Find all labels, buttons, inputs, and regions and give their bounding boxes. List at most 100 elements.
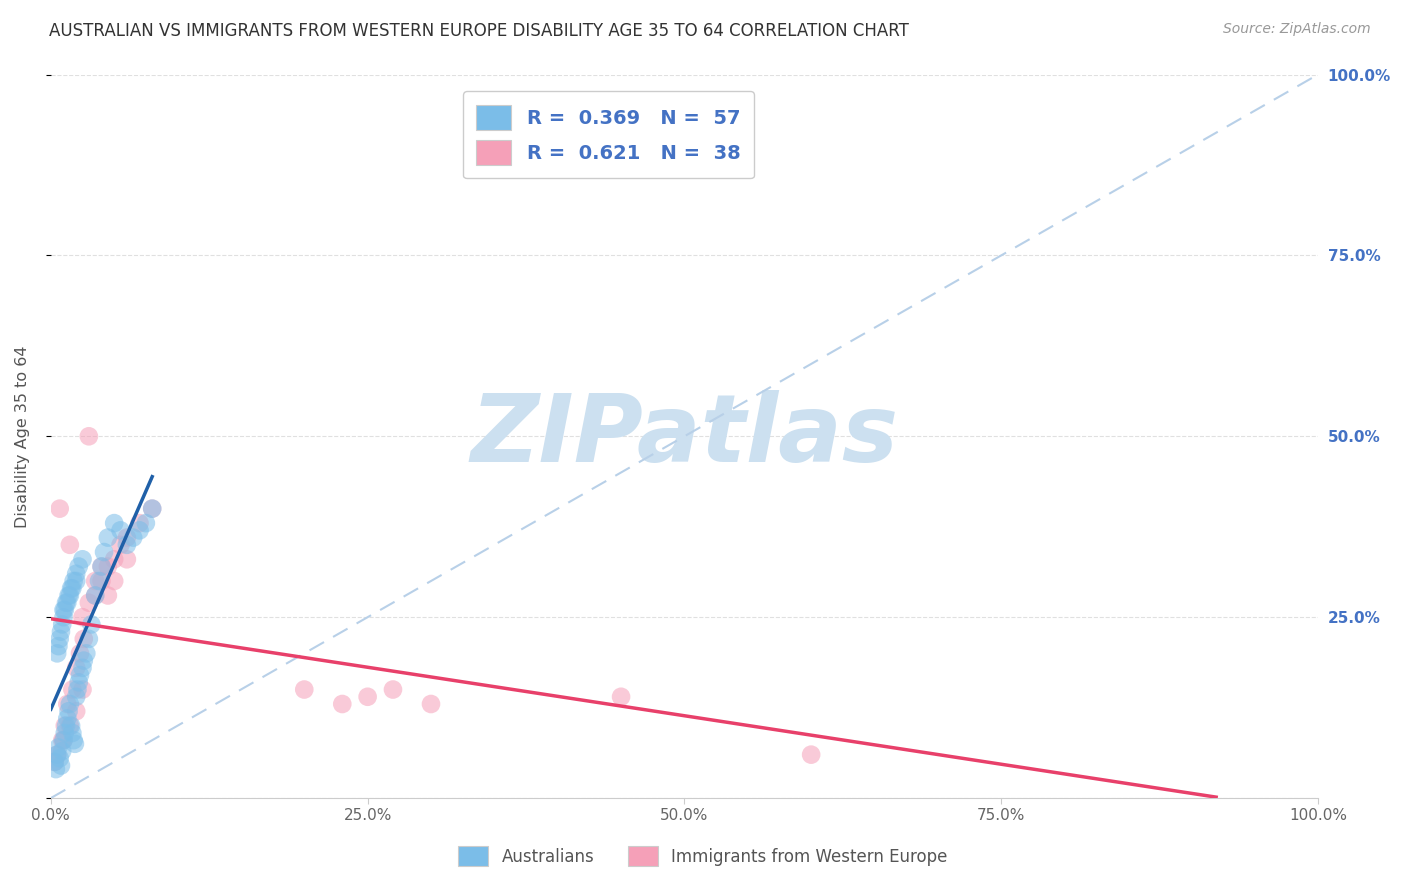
Point <box>48 740 70 755</box>
Point <box>55 596 77 610</box>
Point <box>65 574 87 588</box>
Y-axis label: Disability Age 35 to 64: Disability Age 35 to 64 <box>15 345 30 527</box>
Point <box>65 566 87 581</box>
Point <box>72 661 94 675</box>
Point <box>53 726 76 740</box>
Point <box>65 661 87 675</box>
Point <box>72 682 94 697</box>
Point <box>58 589 80 603</box>
Point <box>53 719 76 733</box>
Point <box>381 682 404 697</box>
Point <box>51 744 73 758</box>
Point <box>67 675 90 690</box>
Point <box>292 682 315 697</box>
Point <box>90 574 112 588</box>
Point <box>141 501 163 516</box>
Point <box>141 501 163 516</box>
Point <box>103 574 125 588</box>
Point <box>97 589 120 603</box>
Point <box>66 682 89 697</box>
Point <box>77 596 100 610</box>
Point <box>72 610 94 624</box>
Point <box>97 531 120 545</box>
Point <box>48 751 70 765</box>
Point <box>103 516 125 530</box>
Text: ZIPatlas: ZIPatlas <box>471 391 898 483</box>
Point <box>122 531 145 545</box>
Point <box>53 603 76 617</box>
Point <box>77 429 100 443</box>
Point <box>87 574 110 588</box>
Point <box>59 697 82 711</box>
Point <box>46 646 69 660</box>
Point <box>59 538 82 552</box>
Point <box>48 501 70 516</box>
Point <box>60 581 83 595</box>
Point <box>67 559 90 574</box>
Point <box>90 559 112 574</box>
Point <box>60 719 83 733</box>
Point <box>59 719 82 733</box>
Text: Source: ZipAtlas.com: Source: ZipAtlas.com <box>1223 22 1371 37</box>
Point <box>73 632 96 646</box>
Point <box>62 733 84 747</box>
Point <box>115 531 138 545</box>
Point <box>72 552 94 566</box>
Point <box>44 755 66 769</box>
Point <box>60 682 83 697</box>
Point <box>128 516 150 530</box>
Point <box>356 690 378 704</box>
Legend: R =  0.369   N =  57, R =  0.621   N =  38: R = 0.369 N = 57, R = 0.621 N = 38 <box>463 92 754 178</box>
Point <box>56 596 79 610</box>
Point <box>90 559 112 574</box>
Point <box>56 711 79 725</box>
Point <box>49 758 72 772</box>
Point <box>52 603 75 617</box>
Point <box>51 733 73 747</box>
Point <box>60 581 83 595</box>
Point <box>52 610 75 624</box>
Point <box>60 726 83 740</box>
Point <box>62 574 84 588</box>
Point <box>45 762 67 776</box>
Point <box>65 690 87 704</box>
Legend: Australians, Immigrants from Western Europe: Australians, Immigrants from Western Eur… <box>450 838 956 875</box>
Point <box>115 538 138 552</box>
Point <box>84 589 107 603</box>
Point <box>77 632 100 646</box>
Point <box>330 697 353 711</box>
Point <box>800 747 823 762</box>
Point <box>75 646 97 660</box>
Point <box>84 574 107 588</box>
Point <box>80 617 103 632</box>
Point <box>65 704 87 718</box>
Point <box>420 697 443 711</box>
Point <box>69 668 91 682</box>
Point <box>110 538 132 552</box>
Point <box>110 524 132 538</box>
Point <box>49 624 72 639</box>
Point <box>52 733 75 747</box>
Point <box>93 545 115 559</box>
Point <box>56 697 79 711</box>
Point <box>55 719 77 733</box>
Point <box>48 632 70 646</box>
Point <box>135 516 157 530</box>
Point <box>59 589 82 603</box>
Point <box>44 755 66 769</box>
Point <box>69 646 91 660</box>
Point <box>52 733 75 747</box>
Point <box>46 747 69 762</box>
Point <box>610 690 633 704</box>
Point <box>128 524 150 538</box>
Point <box>63 737 86 751</box>
Point <box>84 589 107 603</box>
Point <box>51 617 73 632</box>
Point <box>73 654 96 668</box>
Point <box>97 559 120 574</box>
Point <box>48 639 70 653</box>
Point <box>58 704 80 718</box>
Point <box>103 552 125 566</box>
Point <box>115 552 138 566</box>
Point <box>46 747 69 762</box>
